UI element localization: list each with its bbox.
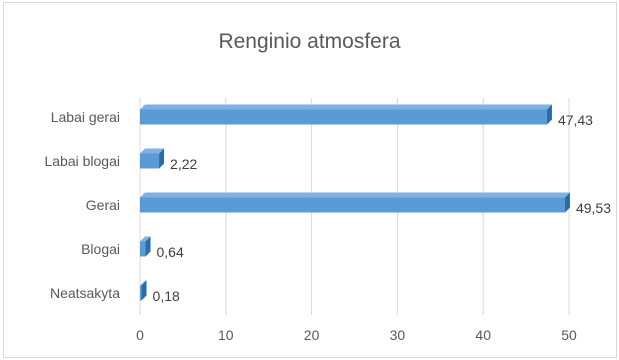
bar [140,109,547,125]
bar [140,241,146,257]
x-tick-label: 30 [390,327,406,343]
x-tick-label: 50 [561,327,577,343]
bar-side-face [564,192,570,213]
data-label: 0,64 [156,244,183,260]
category-label: Gerai [86,197,120,213]
bar-top-face [140,192,570,198]
bar-side-face [145,236,151,257]
data-label: 47,43 [558,112,593,128]
category-label: Neatsakyta [50,285,120,301]
bar [140,285,142,301]
data-label: 0,18 [153,288,180,304]
bar [140,153,160,169]
category-label: Labai blogai [44,153,120,169]
x-tick-label: 10 [218,327,234,343]
bar [140,197,565,213]
bar-side-face [546,104,552,125]
category-label: Labai gerai [51,109,120,125]
data-label: 2,22 [170,156,197,172]
data-label: 49,53 [576,200,611,216]
bar-top-face [140,148,165,154]
chart-title: Renginio atmosfera [218,30,401,53]
bar-top-face [140,104,552,110]
bar-side-face [141,280,147,301]
x-tick-label: 40 [475,327,491,343]
category-label: Blogai [81,241,120,257]
x-tick-label: 20 [304,327,320,343]
x-tick-label: 0 [136,327,144,343]
chart-frame [3,2,617,358]
bar-side-face [159,148,165,169]
bar-top-face [140,280,147,286]
bar-top-face [140,236,151,242]
